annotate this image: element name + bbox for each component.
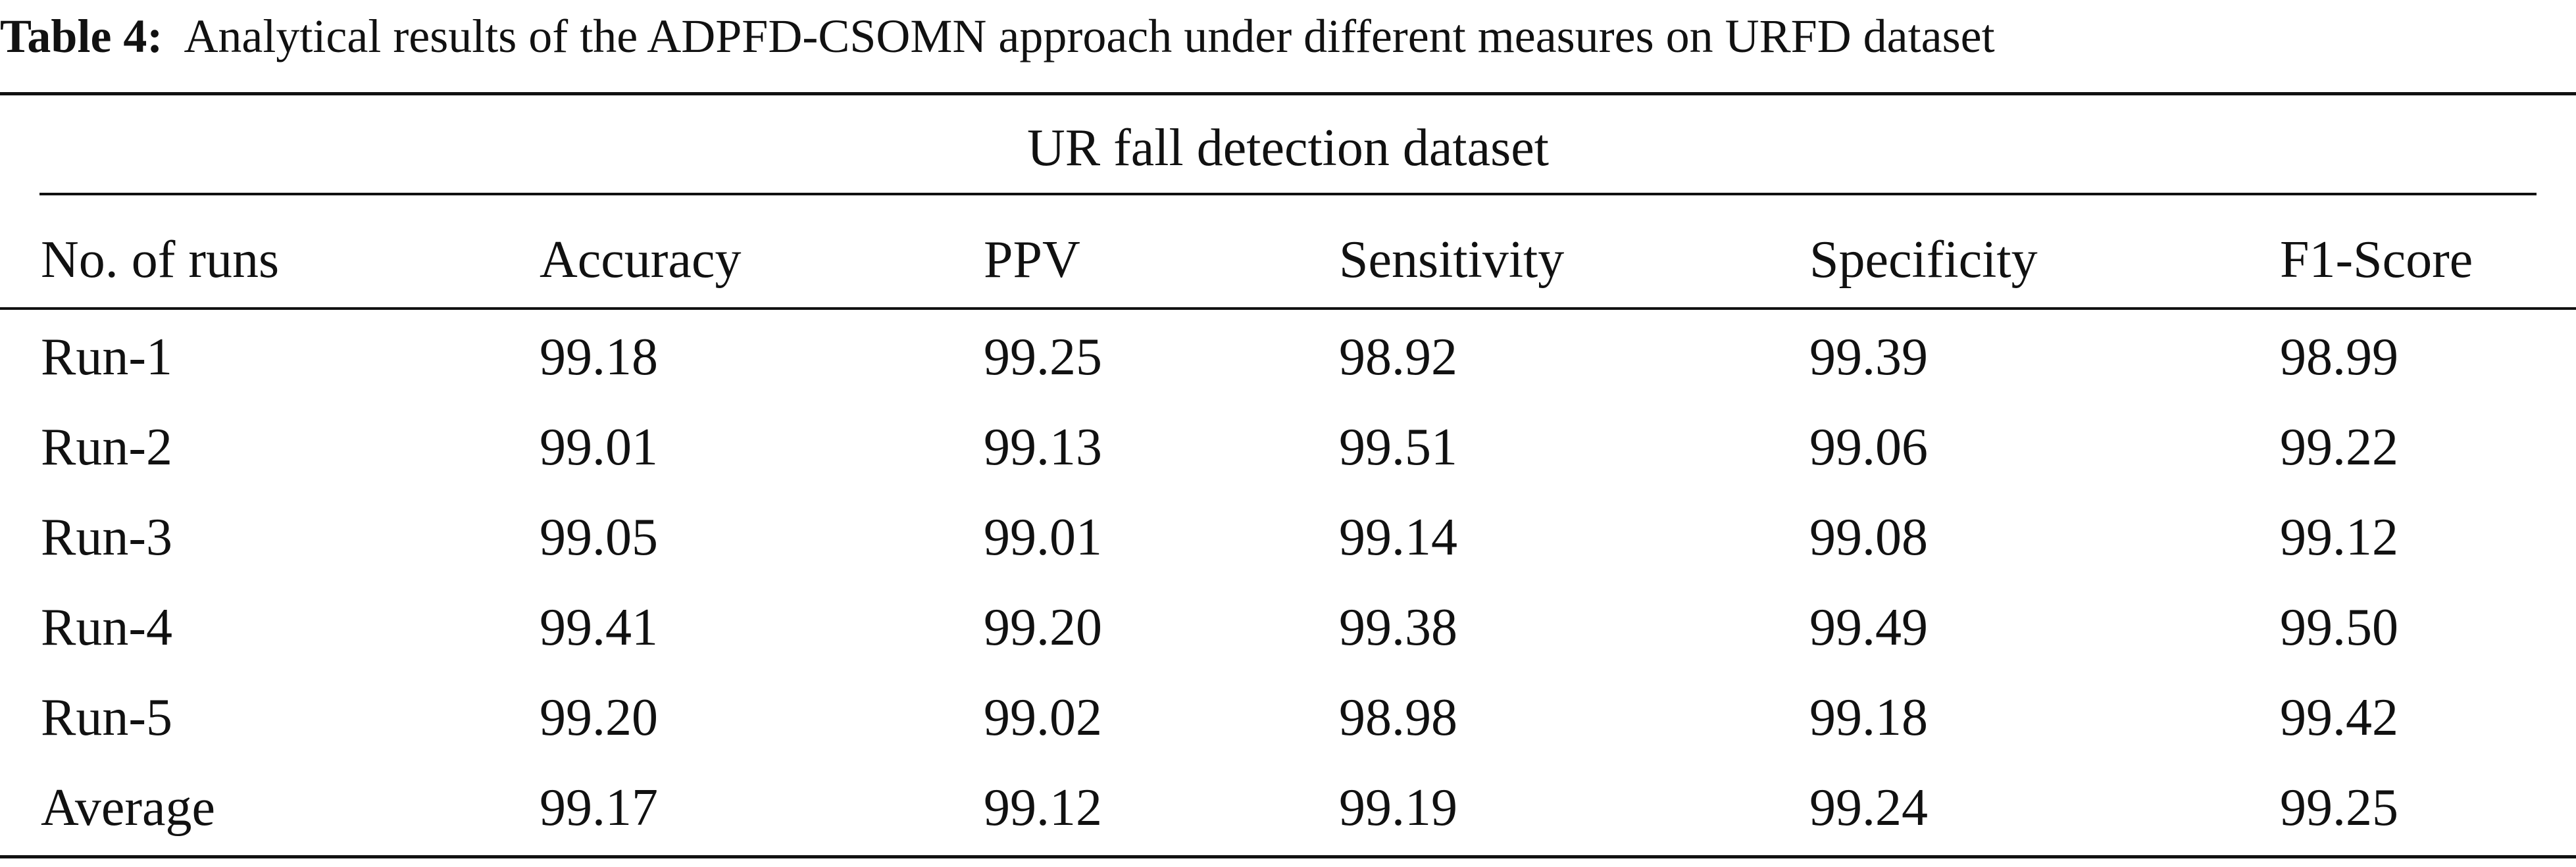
table-cell-specificity-value: 99.24	[1809, 779, 1928, 837]
table-cell-accuracy-value: 99.01	[540, 418, 658, 476]
table-cell-accuracy-value: 99.20	[540, 689, 658, 747]
table-cell-f1-score-value: 99.22	[2280, 418, 2398, 476]
table-cell-specificity-value: 99.18	[1809, 689, 1928, 747]
table-cell-f1-score-value: 99.42	[2280, 689, 2398, 747]
table-cell-ppv-value: 99.20	[984, 599, 1102, 656]
table-cell-f1-score-value: 99.25	[2280, 779, 2398, 837]
column-header-specificity: Specificity	[1809, 231, 2038, 289]
table-caption: Table 4: Analytical results of the ADPFD…	[0, 0, 2576, 72]
group-title-rule	[39, 193, 2537, 195]
table-cell-sensitivity-value: 98.92	[1339, 328, 1457, 386]
table-cell-sensitivity-value: 99.14	[1339, 508, 1457, 566]
column-header-f1-score: F1-Score	[2280, 231, 2473, 289]
table-cell-specificity-value: 99.39	[1809, 328, 1928, 386]
table-cell-ppv-value: 99.12	[984, 779, 1102, 837]
table-cell-f1-score-value: 98.99	[2280, 328, 2398, 386]
table-cell-accuracy-value: 99.18	[540, 328, 658, 386]
column-header-sensitivity: Sensitivity	[1339, 231, 1565, 289]
table-cell-ppv-value: 99.01	[984, 508, 1102, 566]
table-top-rule	[0, 92, 2576, 95]
table-cell-accuracy-value: 99.17	[540, 779, 658, 837]
table-cell-sensitivity-value: 99.38	[1339, 599, 1457, 656]
table-caption-text: Analytical results of the ADPFD-CSOMN ap…	[184, 10, 1995, 62]
table-cell-run-label: Run-4	[41, 599, 172, 656]
table-caption-label: Table 4:	[0, 10, 163, 62]
table-cell-f1-score-value: 99.50	[2280, 599, 2398, 656]
table-group-title: UR fall detection dataset	[1026, 119, 1550, 177]
table-cell-sensitivity-value: 98.98	[1339, 689, 1457, 747]
table-cell-ppv-value: 99.02	[984, 689, 1102, 747]
column-header-runs: No. of runs	[41, 231, 280, 289]
table-cell-sensitivity-value: 99.51	[1339, 418, 1457, 476]
table-cell-f1-score-value: 99.12	[2280, 508, 2398, 566]
table-cell-run-label: Run-2	[41, 418, 172, 476]
table-cell-run-label: Run-5	[41, 689, 172, 747]
table-cell-accuracy-value: 99.41	[540, 599, 658, 656]
table-cell-accuracy-value: 99.05	[540, 508, 658, 566]
table-cell-run-label: Run-3	[41, 508, 172, 566]
column-header-accuracy: Accuracy	[540, 231, 742, 289]
table-cell-specificity-value: 99.06	[1809, 418, 1928, 476]
table-cell-specificity-value: 99.49	[1809, 599, 1928, 656]
table-cell-sensitivity-value: 99.19	[1339, 779, 1457, 837]
column-header-ppv: PPV	[984, 231, 1080, 289]
table-cell-run-label: Run-1	[41, 328, 172, 386]
table-cell-ppv-value: 99.25	[984, 328, 1102, 386]
table-cell-specificity-value: 99.08	[1809, 508, 1928, 566]
table-bottom-rule	[0, 855, 2576, 858]
table-cell-run-label: Average	[41, 779, 215, 837]
table-cell-ppv-value: 99.13	[984, 418, 1102, 476]
header-rule	[0, 307, 2576, 310]
